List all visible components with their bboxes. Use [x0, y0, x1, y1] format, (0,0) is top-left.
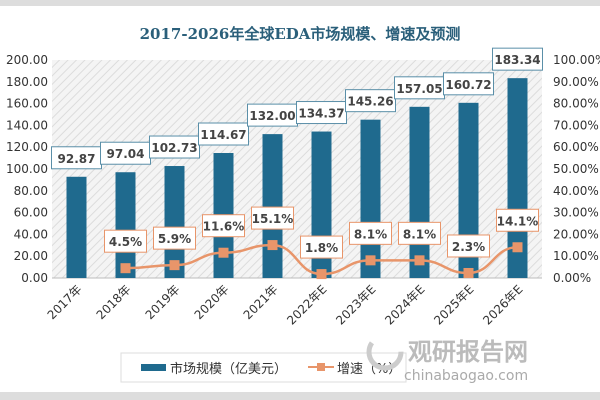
y-left-tick-label: 140.00 [6, 118, 48, 132]
bar-value-label: 183.34 [494, 53, 540, 67]
x-tick-label: 2019年 [143, 282, 183, 322]
y-left-tick-label: 160.00 [6, 97, 48, 111]
y-right-tick-label: 0.00% [553, 271, 591, 285]
bar-2017年 [66, 176, 87, 278]
y-right-tick-label: 30.00% [553, 206, 599, 220]
bar-label-box [149, 135, 200, 159]
legend [120, 352, 407, 383]
growth-label-box [349, 221, 392, 245]
bar-2025年E [458, 102, 479, 278]
chart-title: 2017-2026年全球EDA市场规模、增速及预测 [140, 25, 461, 43]
y-left-tick-label: 180.00 [6, 75, 48, 89]
growth-marker [365, 255, 376, 266]
bar-value-label: 132.00 [249, 109, 295, 123]
legend-bar-swatch [141, 364, 166, 371]
growth-value-label: 2.3% [452, 240, 485, 254]
y-left-tick-label: 80.00 [14, 184, 48, 198]
y-left-tick-label: 120.00 [6, 140, 48, 154]
bar-value-label: 145.26 [347, 95, 393, 109]
x-tick-label: 2017年 [45, 282, 85, 322]
bar-2023年E [360, 119, 381, 279]
watermark-brand: 观研报告网 [408, 338, 528, 366]
growth-label-box [202, 214, 245, 238]
growth-marker [169, 260, 180, 271]
growth-label-box [398, 221, 441, 245]
growth-marker [267, 240, 278, 251]
growth-label-box [300, 235, 343, 259]
growth-marker [218, 247, 229, 258]
growth-value-label: 1.8% [305, 241, 338, 255]
y-right-tick-label: 10.00% [553, 249, 599, 263]
y-right-tick-label: 60.00% [553, 140, 599, 154]
y-right-tick-label: 100.00% [553, 53, 600, 67]
bar-value-label: 102.73 [151, 141, 197, 155]
bar-value-label: 157.05 [396, 82, 442, 96]
growth-label-box [447, 234, 490, 258]
bar-label-box [198, 122, 249, 146]
legend-bar-label: 市场规模（亿美元） [170, 361, 287, 377]
bar-value-label: 134.37 [298, 107, 344, 121]
bar-2021年 [262, 134, 283, 278]
y-left-tick-label: 200.00 [6, 53, 48, 67]
growth-label-box [251, 206, 294, 230]
growth-label-box [496, 208, 539, 232]
growth-marker [414, 255, 425, 266]
growth-value-label: 11.6% [203, 220, 245, 234]
x-tick-label: 2021年 [241, 282, 281, 322]
bar-value-label: 97.04 [107, 147, 145, 161]
legend-line-marker [317, 363, 325, 371]
bar-label-box [296, 101, 347, 125]
growth-value-label: 8.1% [403, 227, 436, 241]
x-tick-label: 2025年E [431, 282, 476, 327]
y-left-tick-label: 60.00 [14, 206, 48, 220]
growth-value-label: 15.1% [252, 212, 294, 226]
y-right-tick-label: 20.00% [553, 227, 599, 241]
growth-value-label: 5.9% [158, 232, 191, 246]
bar-2019年 [164, 166, 185, 278]
x-tick-label: 2020年 [192, 282, 232, 322]
growth-marker [512, 242, 523, 253]
growth-marker [120, 263, 131, 274]
x-tick-label: 2026年E [480, 282, 525, 327]
growth-value-label: 14.1% [497, 214, 539, 228]
y-left-tick-label: 100.00 [6, 162, 48, 176]
y-left-tick-label: 0.00 [21, 271, 48, 285]
y-left-tick-label: 40.00 [14, 227, 48, 241]
y-left-tick-label: 20.00 [14, 249, 48, 263]
growth-label-box [153, 226, 196, 250]
bar-label-box [492, 47, 543, 71]
y-right-tick-label: 50.00% [553, 162, 599, 176]
bar-value-label: 160.72 [445, 78, 491, 92]
watermark-url: chinabaogao.com [404, 368, 528, 384]
x-tick-label: 2018年 [94, 282, 134, 322]
bar-label-box [345, 89, 396, 113]
growth-marker [463, 267, 474, 278]
bar-label-box [443, 72, 494, 96]
bar-value-label: 92.87 [58, 152, 96, 166]
growth-label-box [104, 229, 147, 253]
growth-marker [316, 269, 327, 280]
x-tick-label: 2023年E [333, 282, 378, 327]
growth-value-label: 4.5% [109, 235, 142, 249]
y-right-tick-label: 70.00% [553, 118, 599, 132]
watermark-logo: 观研报告网 chinabaogao.com [366, 333, 528, 384]
growth-value-label: 8.1% [354, 227, 387, 241]
y-right-tick-label: 90.00% [553, 75, 599, 89]
y-right-tick-label: 40.00% [553, 184, 599, 198]
y-right-tick-label: 80.00% [553, 97, 599, 111]
bar-value-label: 114.67 [200, 128, 246, 142]
x-tick-label: 2022年E [284, 282, 329, 327]
x-tick-label: 2024年E [382, 282, 427, 327]
bar-2024年E [409, 106, 430, 279]
bar-2018年 [115, 172, 136, 278]
